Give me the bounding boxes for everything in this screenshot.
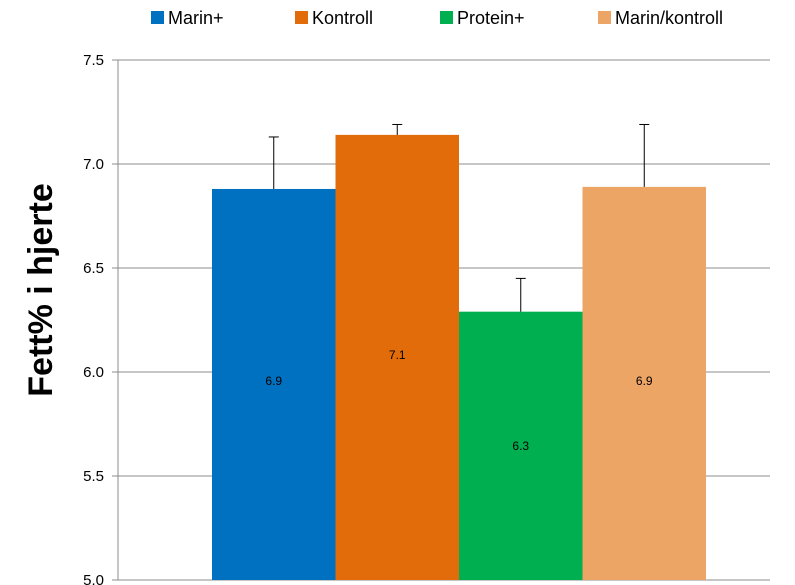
y-tick-label: 7.0: [83, 156, 104, 173]
y-axis-title: Fett% i hjerte: [22, 183, 60, 396]
legend-label: Marin/kontroll: [615, 8, 723, 28]
data-label: 6.9: [636, 374, 653, 388]
legend-swatch: [440, 11, 453, 24]
legend-label: Protein+: [457, 8, 525, 28]
y-tick-label: 5.5: [83, 468, 104, 485]
y-tick-label: 5.0: [83, 572, 104, 585]
data-label: 7.1: [389, 348, 406, 362]
legend-swatch: [151, 11, 164, 24]
y-tick-label: 7.5: [83, 52, 104, 69]
bar: [459, 311, 583, 580]
bar: [582, 186, 706, 580]
legend: Marin+ Kontroll Protein+ Marin/kontroll: [151, 8, 723, 28]
legend-label: Kontroll: [312, 8, 373, 28]
data-label: 6.3: [512, 439, 529, 453]
legend-swatch: [598, 11, 611, 24]
error-bars: [268, 123, 650, 312]
y-tick-label: 6.5: [83, 260, 104, 277]
legend-swatch: [295, 11, 308, 24]
y-axis-ticks: 5.0 5.5 6.0 6.5 7.0 7.5: [83, 52, 119, 585]
legend-label: Marin+: [168, 8, 224, 28]
bar: [212, 188, 336, 580]
data-labels: 6.9 7.1 6.3 6.9: [265, 348, 653, 453]
data-label: 6.9: [265, 374, 282, 388]
bars: [212, 134, 706, 580]
bar: [335, 134, 459, 580]
y-tick-label: 6.0: [83, 364, 104, 381]
